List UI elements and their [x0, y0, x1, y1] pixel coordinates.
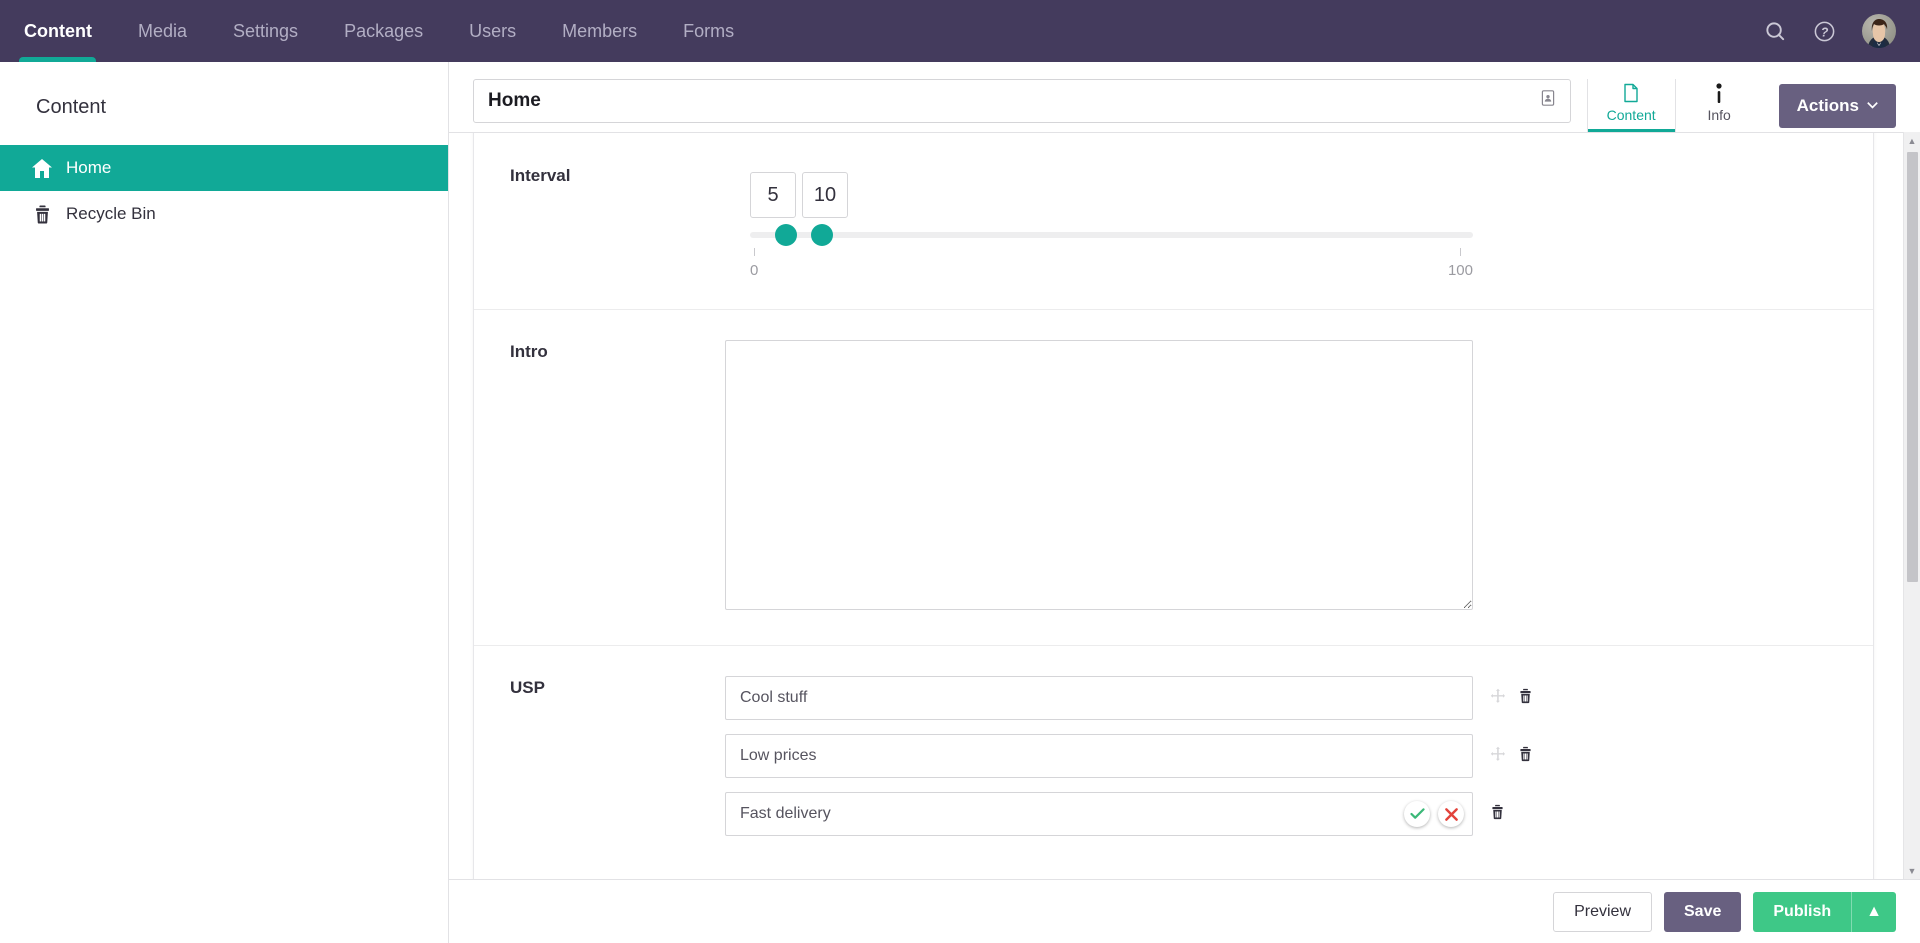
svg-text:?: ?: [1821, 25, 1829, 39]
